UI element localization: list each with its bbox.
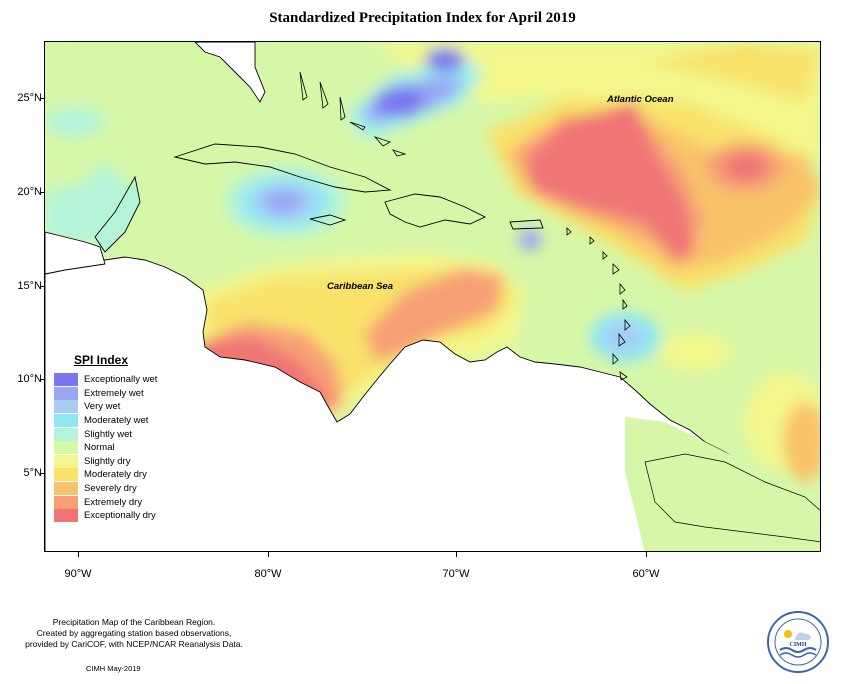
lat-label-15n: 15°N [17,280,42,292]
legend-swatch [54,495,78,509]
cimh-logo: CIMH [767,611,829,673]
lat-label-5n: 5°N [23,467,42,479]
legend-rows: Exceptionally wet Extremely wet Very wet Mo… [54,373,174,523]
lat-label-25n: 25°N [17,92,42,104]
legend-label: Slightly dry [84,455,131,467]
atlantic-ocean-label: Atlantic Ocean [607,94,674,105]
map-title: Standardized Precipitation Index for Apr… [269,10,576,26]
lat-label-20n: 20°N [17,186,42,198]
legend-item: Very wet [54,400,174,414]
lon-tick [646,552,647,557]
legend-label: Exceptionally wet [84,374,158,386]
lon-label-70w: 70°W [442,568,470,580]
lon-label-60w: 60°W [632,568,660,580]
legend-label: Extremely wet [84,387,144,399]
spi-map-graphic [45,42,820,551]
legend-swatch [54,482,78,496]
lat-tick [40,379,45,380]
lat-tick [40,473,45,474]
legend-item: Extremely dry [54,495,174,509]
legend-item: Extremely wet [54,386,174,401]
legend-item: Normal [54,441,174,455]
footer-line-2: Created by aggregating station based obs… [36,628,232,638]
lon-tick [456,552,457,557]
footer-line-1: Precipitation Map of the Caribbean Regio… [52,617,216,627]
puerto-rico-island [509,219,544,230]
bahamas-islands [299,71,407,157]
legend-title: SPI Index [74,353,129,367]
legend-item: Slightly wet [54,427,174,441]
caribbean-sea-label: Caribbean Sea [327,281,393,292]
legend-label: Moderately wet [84,415,149,427]
lat-tick [40,286,45,287]
lat-label-10n: 10°N [17,373,42,385]
cuba-island [173,143,392,193]
spi-map: Atlantic Ocean Caribbean Sea [44,41,821,552]
logo-text: CIMH [790,642,807,648]
footer-note: Precipitation Map of the Caribbean Regio… [0,617,268,650]
legend-swatch [54,400,78,414]
legend-label: Very wet [84,401,121,413]
legend-label: Extremely dry [84,496,143,508]
footer-line-3: provided by CariCOF, with NCEP/NCAR Rean… [25,639,243,649]
legend-label: Moderately dry [84,469,147,481]
lon-tick [78,552,79,557]
lon-label-80w: 80°W [254,568,282,580]
lon-tick [268,552,269,557]
hispaniola-island [384,193,487,228]
legend-item: Moderately dry [54,468,174,482]
legend-swatch [54,414,78,428]
legend-label: Exceptionally dry [84,510,156,522]
lat-tick [40,98,45,99]
legend-swatch [54,441,78,455]
florida-landmass [194,42,266,103]
lat-tick [40,192,45,193]
jamaica-island [309,214,347,226]
legend-label: Slightly wet [84,428,133,440]
spi-legend: SPI Index Exceptionally wet Extremely wet… [54,353,174,523]
legend-swatch [54,454,78,468]
legend-swatch [54,386,78,400]
lesser-antilles-islands [566,227,631,381]
legend-label: Normal [84,442,115,454]
legend-item: Exceptionally dry [54,509,174,523]
legend-swatch [54,373,78,387]
legend-swatch [54,427,78,441]
lon-label-90w: 90°W [64,568,92,580]
legend-label: Severely dry [84,483,137,495]
legend-item: Severely dry [54,482,174,496]
legend-swatch [54,468,78,482]
legend-swatch [54,509,78,523]
credit-text: CIMH May-2019 [86,664,141,673]
legend-item: Moderately wet [54,414,174,428]
spi-shading [45,42,820,482]
legend-item: Exceptionally wet [54,373,174,387]
central-america-landmass [45,231,106,275]
legend-item: Slightly dry [54,454,174,469]
